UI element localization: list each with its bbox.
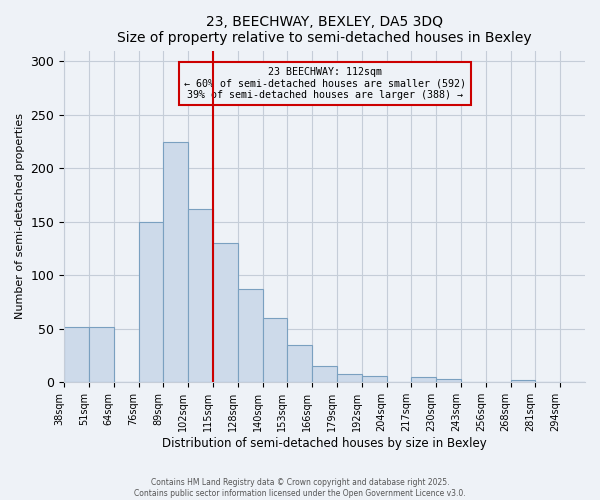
Bar	[238, 289, 263, 382]
Bar	[213, 243, 238, 382]
Bar	[139, 222, 163, 382]
Text: 23 BEECHWAY: 112sqm
← 60% of semi-detached houses are smaller (592)
39% of semi-: 23 BEECHWAY: 112sqm ← 60% of semi-detach…	[184, 67, 466, 100]
Y-axis label: Number of semi-detached properties: Number of semi-detached properties	[15, 114, 25, 320]
Text: Contains HM Land Registry data © Crown copyright and database right 2025.
Contai: Contains HM Land Registry data © Crown c…	[134, 478, 466, 498]
Bar	[188, 209, 213, 382]
Title: 23, BEECHWAY, BEXLEY, DA5 3DQ
Size of property relative to semi-detached houses : 23, BEECHWAY, BEXLEY, DA5 3DQ Size of pr…	[117, 15, 532, 45]
Bar	[89, 326, 114, 382]
Bar	[511, 380, 535, 382]
X-axis label: Distribution of semi-detached houses by size in Bexley: Distribution of semi-detached houses by …	[162, 437, 487, 450]
Bar	[337, 374, 362, 382]
Bar	[287, 345, 312, 383]
Bar	[163, 142, 188, 382]
Bar	[362, 376, 386, 382]
Bar	[436, 379, 461, 382]
Bar	[412, 377, 436, 382]
Bar	[64, 326, 89, 382]
Bar	[263, 318, 287, 382]
Bar	[312, 366, 337, 382]
